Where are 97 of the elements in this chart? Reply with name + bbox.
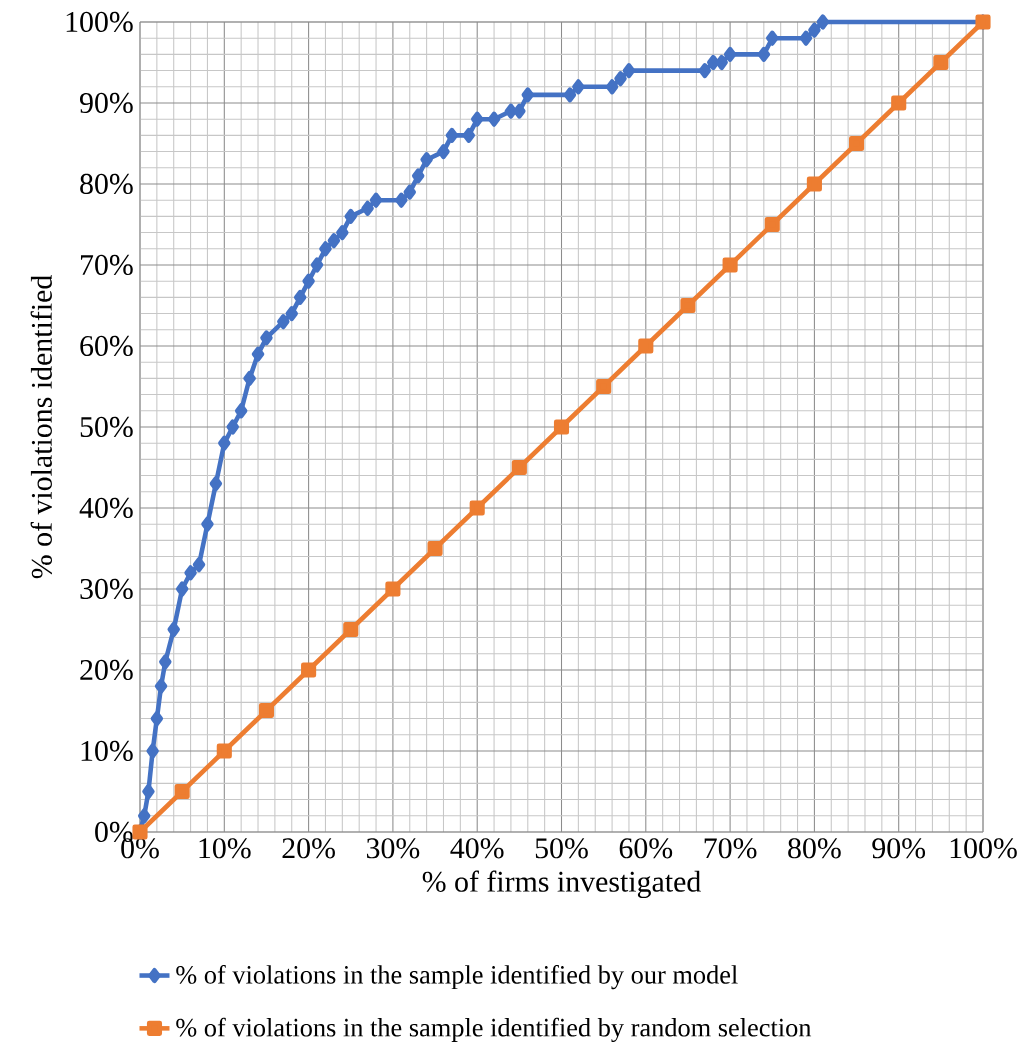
y-tick-label: 40% <box>79 497 133 519</box>
x-tick-label: 80% <box>788 838 841 859</box>
x-tick-label: 90% <box>872 838 926 859</box>
x-tick-label: 60% <box>619 838 673 859</box>
point <box>146 743 159 759</box>
point <box>638 338 654 354</box>
x-tick-label: 40% <box>450 838 504 859</box>
point <box>563 87 577 103</box>
x-tick-label: 70% <box>704 838 757 859</box>
point <box>285 306 298 322</box>
y-tick-label: 70% <box>80 254 133 276</box>
point <box>192 557 206 573</box>
point <box>764 216 780 233</box>
point <box>243 370 256 386</box>
point <box>327 233 341 249</box>
point <box>167 621 180 638</box>
point <box>226 419 239 435</box>
point <box>757 46 771 62</box>
point <box>596 378 612 395</box>
point <box>369 192 383 208</box>
point <box>277 314 290 330</box>
point <box>799 30 813 46</box>
point <box>715 54 728 71</box>
x-tick-label: 20% <box>282 838 335 859</box>
point <box>260 330 273 346</box>
point <box>427 540 443 557</box>
point <box>258 702 275 719</box>
point <box>511 459 527 476</box>
point <box>343 621 359 638</box>
point <box>462 127 476 143</box>
point <box>336 225 349 241</box>
y-tick-label: 10% <box>81 740 133 762</box>
point <box>411 168 425 184</box>
y-tick-label: 60% <box>80 335 133 357</box>
point <box>808 22 821 38</box>
point <box>385 581 401 597</box>
point <box>933 54 949 71</box>
legend-label: % of violations in the sample identified by random selection <box>176 1017 812 1042</box>
point <box>437 144 450 160</box>
point <box>302 273 315 289</box>
point <box>137 808 151 824</box>
point <box>344 208 357 224</box>
point <box>184 565 197 581</box>
point <box>470 111 484 127</box>
point <box>216 743 232 759</box>
point <box>234 403 248 419</box>
point <box>553 419 570 435</box>
point <box>707 54 720 71</box>
point <box>766 30 779 46</box>
point <box>469 500 485 516</box>
point <box>142 783 155 800</box>
point <box>445 127 459 143</box>
y-tick-label: 100% <box>66 11 133 33</box>
point <box>251 346 265 362</box>
point <box>420 152 433 168</box>
y-tick-label: 20% <box>80 659 133 681</box>
point <box>816 14 830 30</box>
point <box>175 581 189 597</box>
point <box>614 71 627 87</box>
point <box>806 176 822 192</box>
point <box>849 135 865 152</box>
point <box>361 200 374 216</box>
legend-label: % of violations in the sample identified by our model <box>176 964 738 990</box>
point <box>310 257 324 273</box>
point <box>209 476 223 492</box>
x-tick-label: 30% <box>366 838 420 859</box>
point <box>891 95 907 111</box>
point <box>154 678 168 694</box>
point <box>622 63 636 79</box>
point <box>723 46 737 62</box>
y-tick-label: 50% <box>80 416 133 438</box>
x-tick-label: 10% <box>199 838 251 859</box>
y-tick-label: 80% <box>80 173 133 195</box>
point <box>521 87 535 103</box>
point <box>174 783 190 800</box>
x-axis-title: % of firms investigated <box>422 870 701 899</box>
point <box>680 297 696 314</box>
point <box>572 79 585 95</box>
point <box>513 103 526 119</box>
y-tick-label: 90% <box>80 92 133 114</box>
point <box>319 241 332 257</box>
point <box>293 289 307 305</box>
point <box>218 435 231 451</box>
point <box>150 711 164 727</box>
point <box>698 63 712 79</box>
x-tick-label: 100% <box>950 838 1017 859</box>
x-tick-label: 50% <box>535 838 588 859</box>
point <box>301 662 317 678</box>
y-tick-label: 30% <box>80 578 133 600</box>
point <box>395 192 408 208</box>
point <box>159 654 172 670</box>
point <box>722 257 738 273</box>
point <box>403 184 417 200</box>
point <box>487 111 501 127</box>
point <box>605 79 619 95</box>
y-axis-title: % of violations identified <box>30 275 53 579</box>
point <box>201 516 214 532</box>
